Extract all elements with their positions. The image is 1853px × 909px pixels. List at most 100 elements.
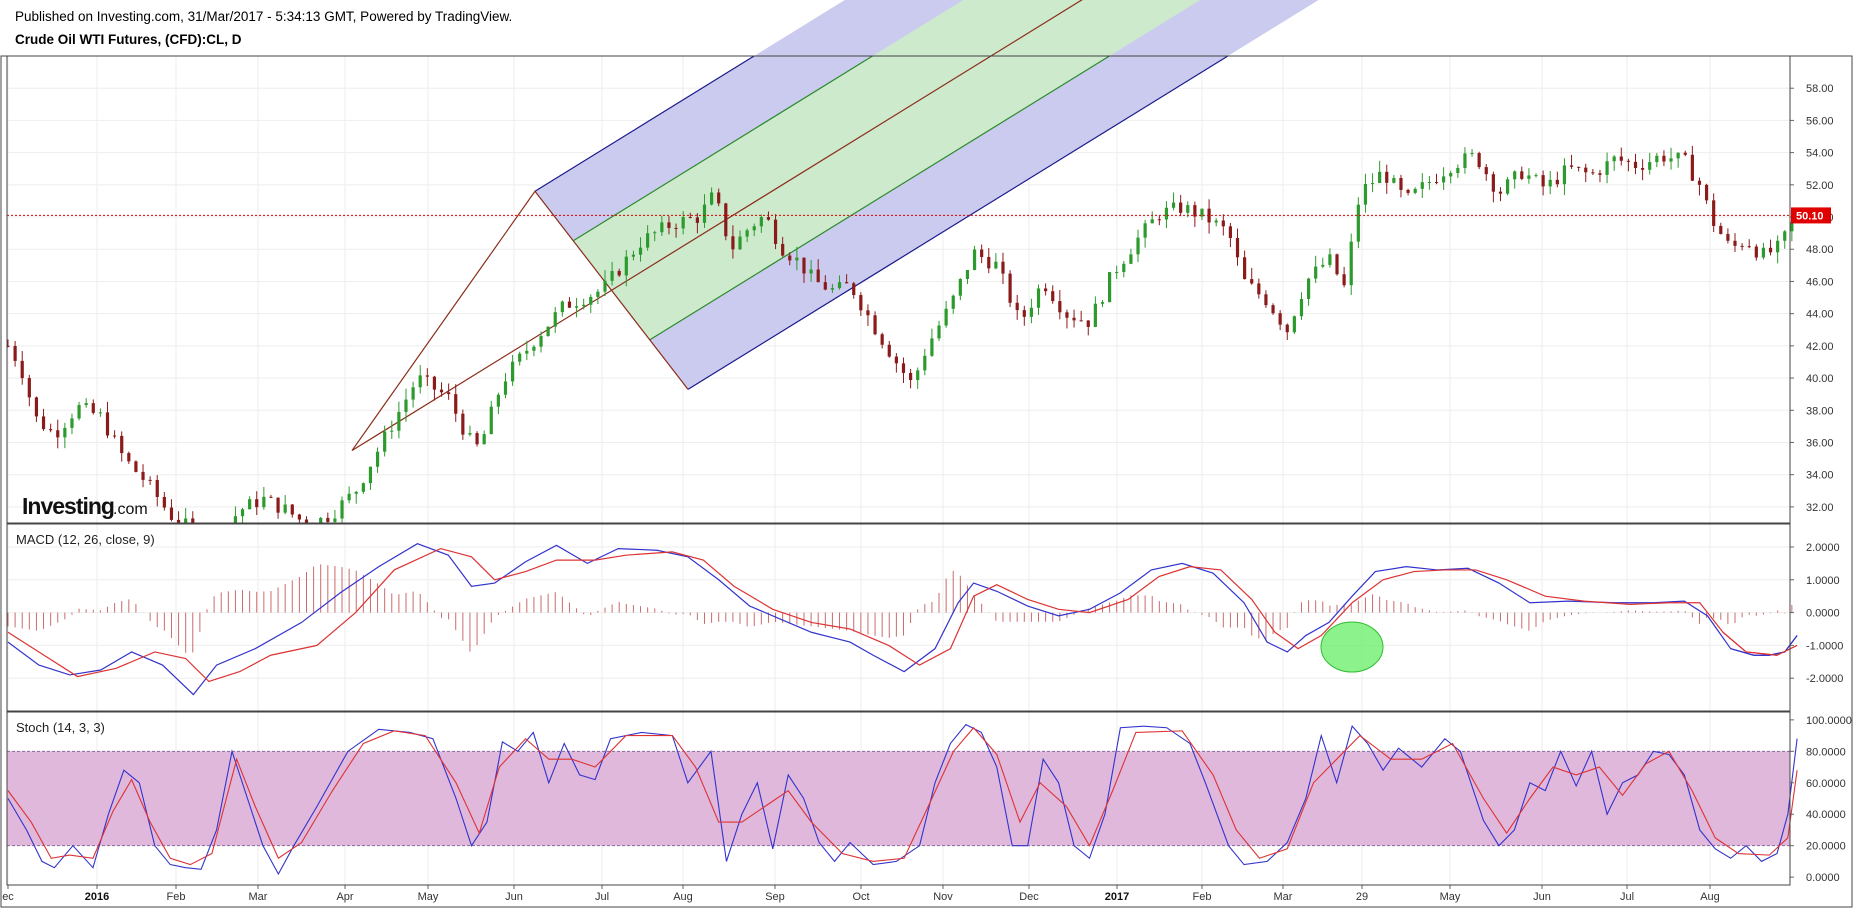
candle-body [361,483,365,492]
price-axis: 58.0056.0054.0052.0050.0048.0046.0044.00… [7,83,1834,514]
candle-body [589,296,593,305]
candle-body [546,326,550,337]
candle-body [1129,254,1133,264]
candle-body [1420,182,1424,189]
candle-body [1733,240,1737,246]
candle-body [1726,233,1730,241]
candle-body [1306,278,1311,299]
price-tick-label: 40.00 [1806,373,1834,385]
candle-body [1584,167,1588,173]
logo-brand: Investing [22,493,114,519]
macd-pane[interactable]: MACD (12, 26, close, 9) 2.0000 1.0000 0.00… [7,532,1843,696]
candle-body [425,375,429,377]
macd-tick-label: -1.0000 [1806,640,1843,652]
candle-body [1335,254,1339,275]
candle-body [525,350,529,354]
candle-body [901,363,906,373]
candle-body [1200,208,1204,217]
time-tick-label: Aug [1700,891,1720,903]
candle-body [624,256,628,276]
macd-tick-label: 1.0000 [1806,575,1840,587]
candle-body [347,493,351,501]
price-pane[interactable]: 58.0056.0054.0052.0050.0048.0046.0044.00… [6,0,1834,523]
time-tick-label: Mar [249,891,268,903]
candle-body [660,222,664,233]
highlight-circle [1320,621,1384,673]
candle-body [390,430,394,432]
macd-plot [7,543,1798,696]
candle-body [1299,298,1304,317]
candle-body [1008,273,1012,303]
stoch-tick-label: 40.0000 [1806,809,1846,821]
candle-body [276,497,280,513]
price-tick-label: 54.00 [1806,148,1834,160]
candle-body [1385,171,1389,183]
candle-body [70,418,74,428]
candle-body [41,416,46,430]
candle-body [1442,176,1446,183]
stoch-pane[interactable]: Stoch (14, 3, 3) 100.0000 80.0000 60.0000 4… [7,715,1852,884]
candle-body [105,412,110,436]
price-tick-label: 52.00 [1806,180,1834,192]
candle-body [1569,165,1574,167]
candle-body [1790,222,1794,232]
candle-body [1001,261,1005,274]
candle-body [1541,175,1545,187]
macd-signal-line [7,547,1798,683]
candle-body [1747,246,1751,248]
candle-body [631,254,636,257]
candle-body [766,217,771,220]
candle-body [1676,152,1680,159]
stoch-d-line [7,726,1798,866]
price-tick-label: 34.00 [1806,470,1834,482]
candle-body [1712,200,1716,226]
outer-border [0,55,1853,908]
candle-body [49,429,53,431]
candle-body [1591,172,1595,174]
candle-body [1100,302,1105,304]
candle-body [1036,288,1041,308]
candle-body [638,247,643,255]
candle-body [1356,204,1360,242]
candle-body [994,261,998,269]
candle-body [169,507,174,520]
time-tick-label: Jun [505,891,523,903]
time-tick-label: Feb [1193,891,1212,903]
candle-body [134,461,138,472]
candle-body [1555,179,1559,185]
candle-body [1164,207,1169,220]
candle-body [1449,172,1453,177]
candle-body [1136,237,1140,255]
stoch-tick-label: 0.0000 [1806,872,1840,884]
candle-body [574,306,579,308]
time-tick-label: Nov [933,891,953,903]
candle-body [987,256,991,269]
candle-body [184,518,188,523]
time-axis: ec 2016 Feb Mar Apr May Jun Jul Aug Sep Oct Nov Dec 2… [2,885,1720,903]
time-tick-label: Jul [1620,891,1634,903]
candle-body [1157,219,1161,221]
candle-body [1044,288,1048,292]
pivot-lines [351,190,689,451]
candle-body [681,217,685,229]
candle-body [1392,177,1396,183]
candle-body [1690,154,1694,181]
candle-body [1740,245,1744,247]
candle-body [489,406,493,435]
candle-body [1761,247,1766,258]
candle-body [461,413,465,435]
price-tick-label: 56.00 [1806,115,1834,127]
candle-body [233,516,238,523]
candle-body [248,499,252,510]
candle-body [837,282,842,289]
candle-body [475,433,479,445]
candle-body [937,325,941,339]
candle-body [1015,302,1019,311]
time-tick-label: May [1440,891,1461,903]
candle-body [1527,175,1531,179]
candle-body [1264,294,1268,306]
candle-body [1022,310,1026,317]
candle-body [1768,247,1773,253]
candle-body [1704,184,1709,201]
